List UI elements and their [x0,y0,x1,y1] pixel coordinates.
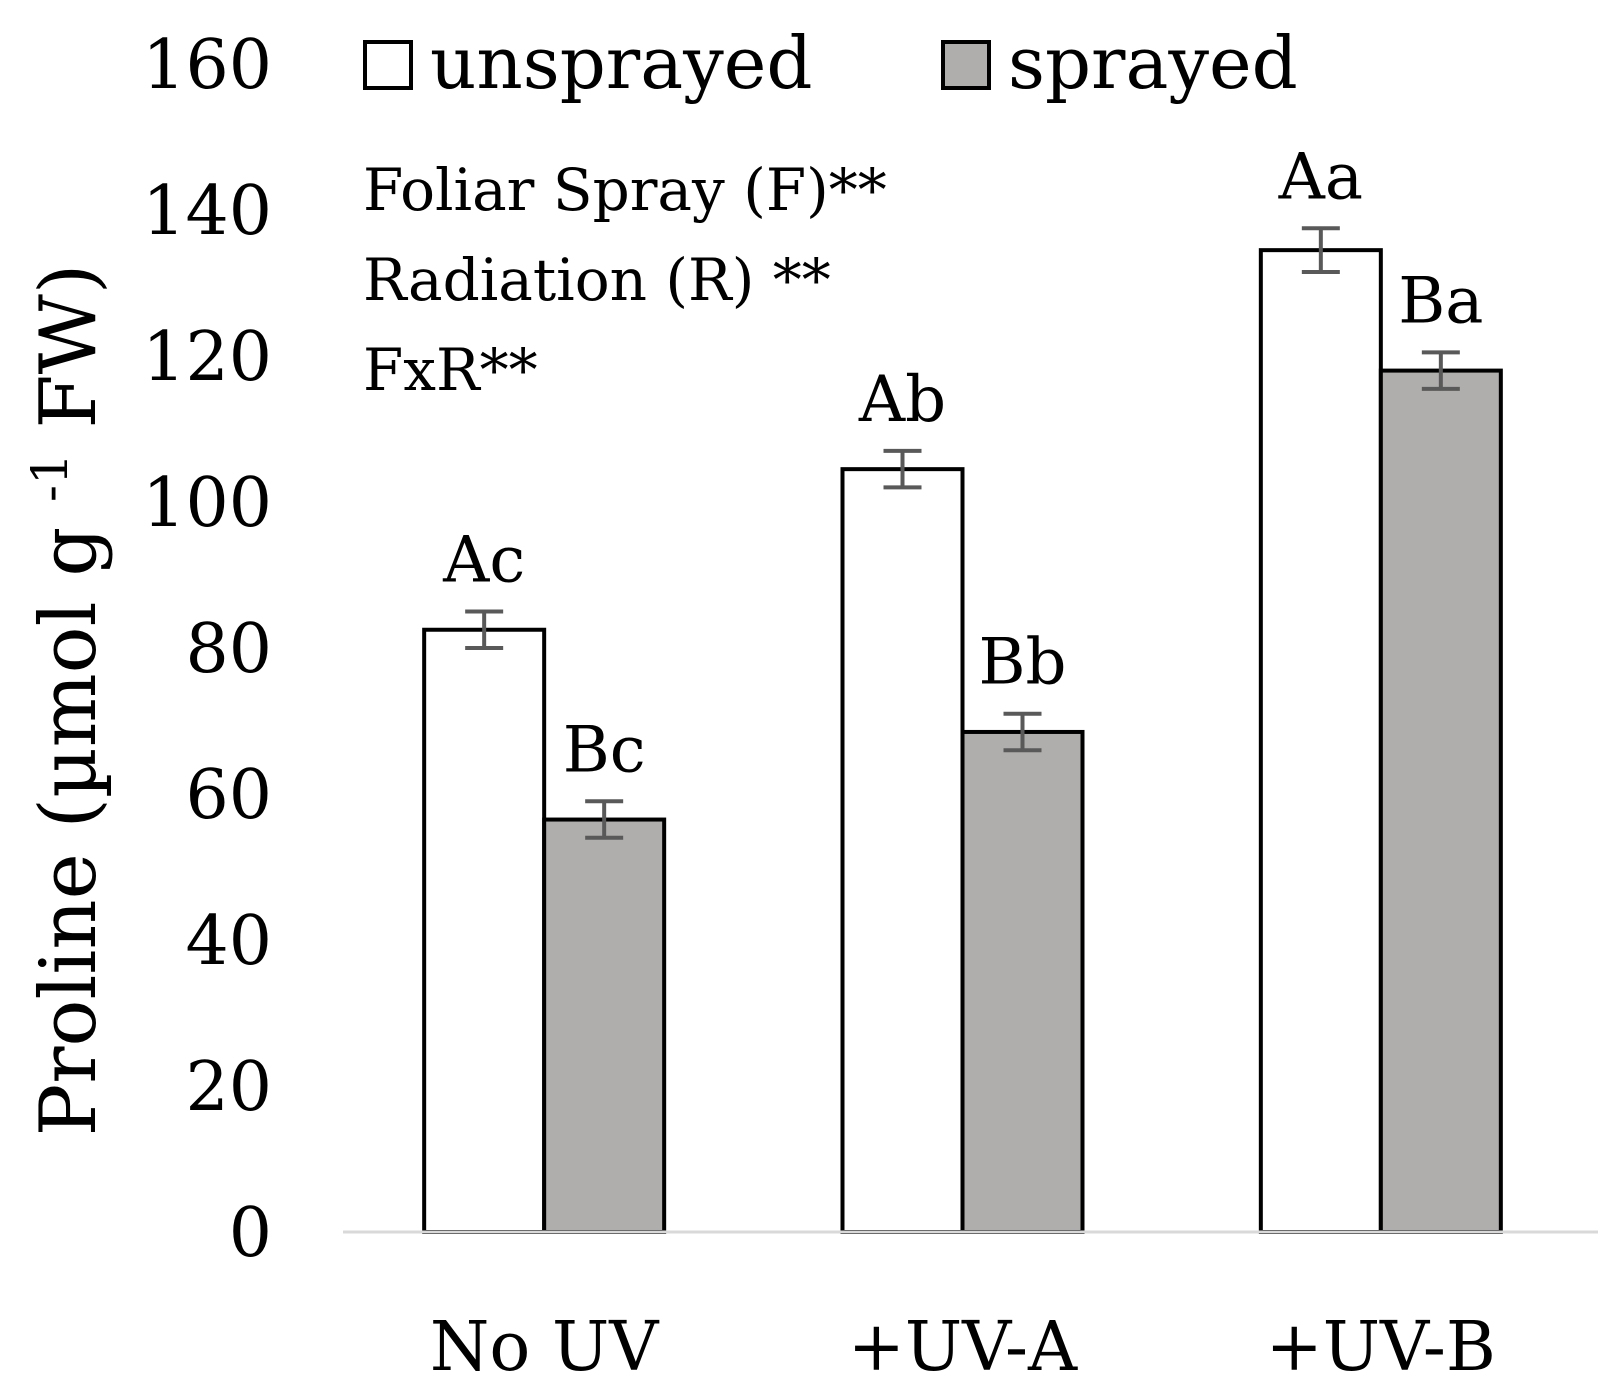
y-tick-label-140: 140 [142,172,272,251]
error-bar-sprayed-no-uv [585,799,624,840]
significance-label-unsprayed-no-uv: Ac [442,524,525,598]
error-bar-unsprayed-no-uv [465,609,504,650]
annotation-radiation: Radiation (R) ** [363,246,831,314]
error-bar-sprayed-uv-a [1003,711,1042,753]
y-tick-label-120: 120 [142,318,272,397]
x-category-label-uv-b: +UV-B [1266,1308,1496,1387]
legend-swatch-sprayed [941,40,991,90]
significance-label-unsprayed-uv-a: Ab [858,363,946,437]
legend-label-unsprayed: unsprayed [430,21,813,105]
y-axis-title-superscript: -1 [21,453,79,502]
y-tick-label-160: 160 [142,26,272,105]
annotation-interaction: FxR** [363,336,538,404]
error-bar-unsprayed-uv-b [1301,226,1340,275]
y-tick-label-0: 0 [229,1194,272,1273]
x-category-label-no-uv: No UV [430,1308,660,1387]
legend-swatch-unsprayed [363,40,413,90]
bar-unsprayed-no-uv [422,627,547,1234]
bars: Ac Bc Ab Bb Aa Ba [422,140,1503,1235]
y-axis-title-end: FW) [24,264,114,454]
y-tick-label-80: 80 [185,610,272,689]
significance-label-sprayed-uv-a: Bb [979,626,1067,700]
significance-label-sprayed-no-uv: Bc [563,713,646,787]
significance-label-unsprayed-uv-b: Aa [1278,140,1363,214]
y-axis-title-group: Proline (µmol g -1 FW) [21,264,114,1137]
legend-label-sprayed: sprayed [1008,21,1298,105]
y-tick-label-60: 60 [185,756,272,835]
y-tick-label-40: 40 [185,902,272,981]
y-axis-title: Proline (µmol g -1 FW) [21,264,114,1137]
bar-sprayed-uv-a [960,729,1085,1234]
y-tick-label-20: 20 [185,1048,272,1127]
significance-label-sprayed-uv-b: Ba [1398,264,1483,338]
bar-sprayed-no-uv [542,817,667,1234]
y-axis-title-main: Proline (µmol g [24,502,114,1136]
x-category-label-uv-a: +UV-A [848,1308,1078,1387]
y-tick-label-100: 100 [142,464,272,543]
error-bar-unsprayed-uv-a [883,448,922,490]
x-axis-categories: No UV +UV-A +UV-B [430,1308,1496,1387]
bar-unsprayed-uv-a [840,467,965,1234]
bar-sprayed-uv-b [1378,368,1503,1235]
y-axis-ticks: 0 20 40 60 80 100 120 140 160 [142,26,272,1273]
annotation-foliar-spray: Foliar Spray (F)** [363,156,887,224]
error-bar-sprayed-uv-b [1421,350,1460,391]
bar-unsprayed-uv-b [1258,248,1383,1234]
legend: unsprayed sprayed [363,21,1298,105]
statistics-annotations: Foliar Spray (F)** Radiation (R) ** FxR*… [363,156,887,404]
